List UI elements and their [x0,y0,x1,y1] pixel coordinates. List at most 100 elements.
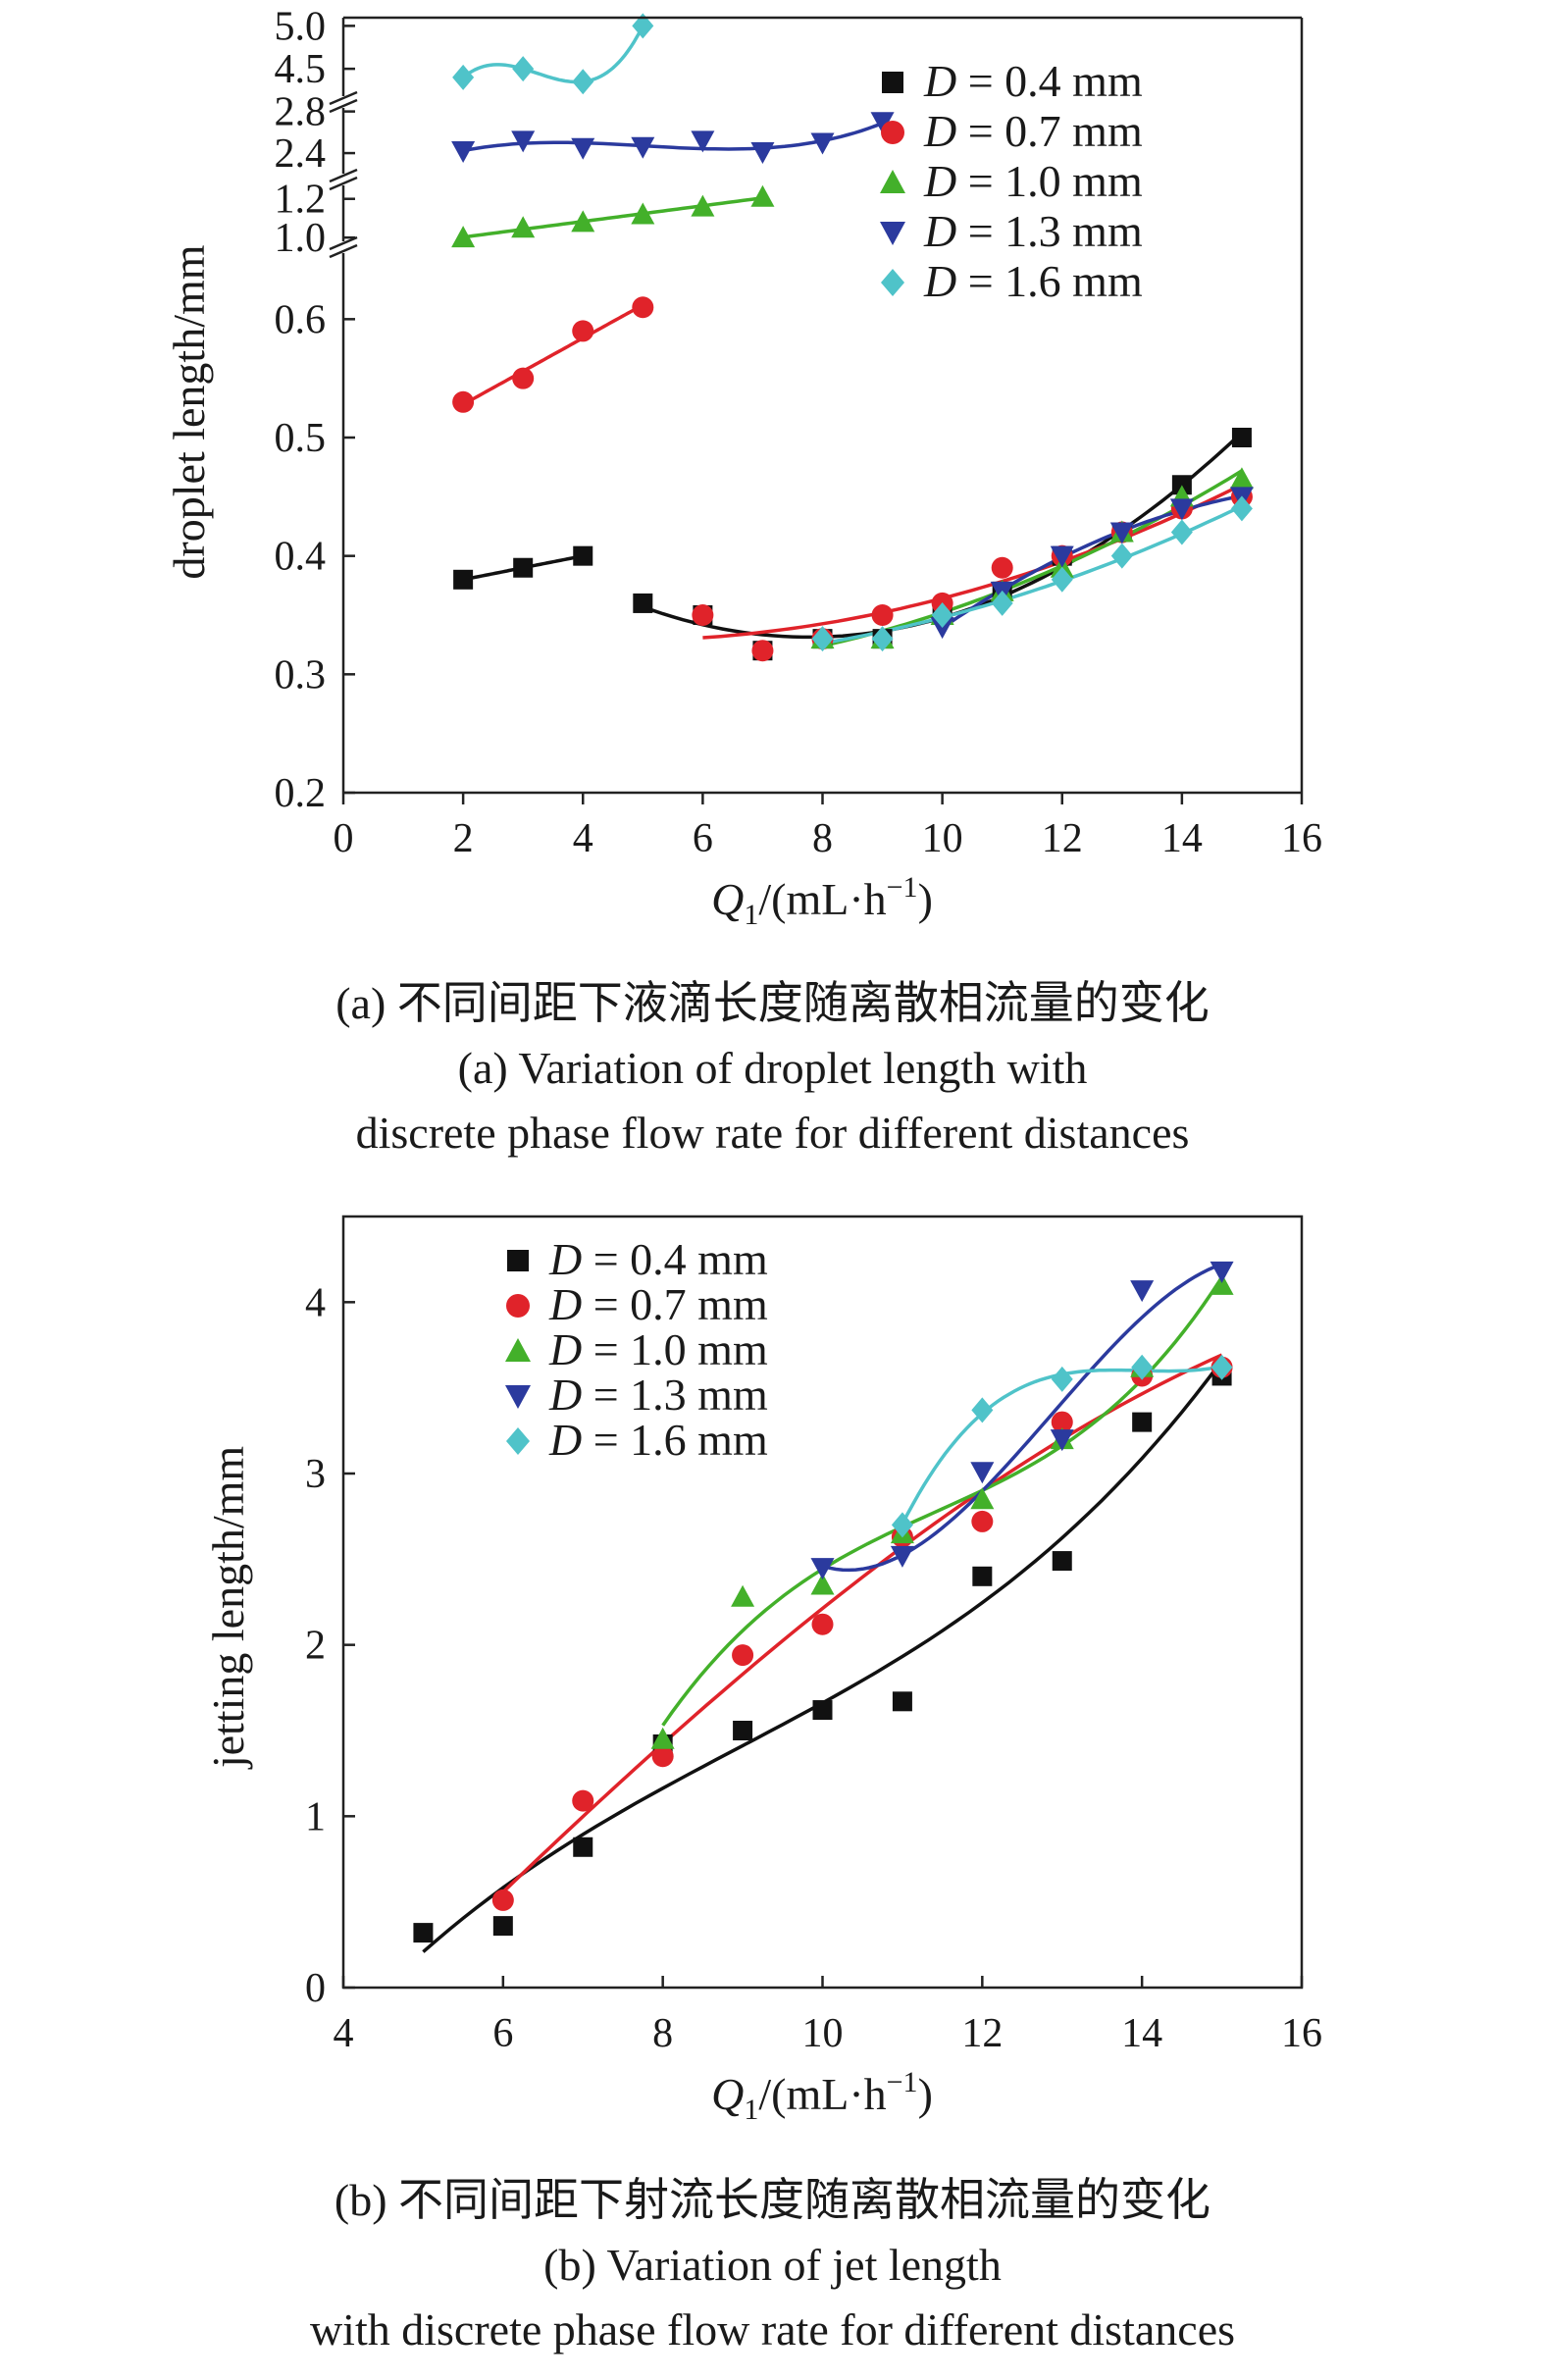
a-y-tick-label-2-4: 2.4 [275,131,327,177]
a-fit-curve-d-1-0-mm-4 [462,196,763,239]
a-fit-curve-d-1-6-mm-8 [462,25,644,84]
a-y-tick-label-0-4: 0.4 [275,535,327,580]
b-fit-curve-d-1-6-mm [901,1365,1222,1526]
a-data-point-d-1-0-mm-5 [750,184,775,207]
a-data-point-d-0-7-mm-1 [512,367,535,389]
a-fit-curve-d-0-7-mm-3 [702,483,1243,640]
b-legend-label-d-0-4-mm: D = 0.4 mm [548,1234,768,1284]
a-data-point-d-1-3-mm-1 [511,130,536,153]
b-y-tick-label-0: 0 [305,1966,326,2011]
a-fit-curve-d-1-3-mm-7 [941,493,1243,630]
a-axis-break-1-lower [329,176,358,191]
b-data-point-d-1-6-mm-2 [1051,1366,1073,1392]
b-data-point-d-0-4-mm-8 [1052,1551,1072,1572]
a-data-point-d-1-3-mm-10 [1050,545,1074,568]
b-x-tick-label-8: 8 [652,2011,673,2056]
a-legend-label-d-1-0-mm: D = 1.0 mm [923,156,1143,206]
b-data-point-d-0-7-mm-4 [811,1613,834,1635]
a-data-point-d-1-3-mm-0 [451,140,476,163]
b-data-point-d-1-0-mm-4 [970,1487,995,1510]
b-legend-marker-d-0-4-mm [507,1250,529,1271]
b-fit-curve-d-0-4-mm [422,1359,1223,1953]
b-data-point-d-0-7-mm-9 [1210,1356,1233,1378]
a-axis-break-2-upper [329,90,358,106]
a-x-axis-title: Q1/(mL·h−1) [711,871,933,931]
a-data-point-d-0-4-mm-2 [573,545,593,566]
b-data-point-d-1-3-mm-2 [970,1462,995,1484]
b-data-point-d-0-7-mm-6 [971,1510,994,1532]
b-y-tick-label-4: 4 [305,1280,326,1325]
a-data-point-d-0-7-mm-3 [632,296,654,319]
b-legend-marker-d-0-7-mm [506,1294,530,1318]
b-fit-curve-d-1-3-mm [822,1262,1223,1573]
b-data-point-d-0-4-mm-9 [1132,1412,1153,1432]
caption-b-chinese: (b) 不同间距下射流长度随离散相流量的变化 [334,2175,1211,2225]
a-x-tick-label-8: 8 [812,816,833,861]
a-data-point-d-1-3-mm-12 [1169,498,1194,521]
a-data-point-d-0-7-mm-9 [991,556,1013,579]
caption-a-english-line2: discrete phase flow rate for different d… [355,1108,1190,1158]
b-x-tick-label-6: 6 [492,2011,513,2056]
a-data-point-d-1-6-mm-3 [632,13,654,39]
b-data-point-d-1-0-mm-1 [731,1584,755,1607]
a-data-point-d-1-6-mm-8 [1051,566,1073,593]
a-y-tick-label-0-3: 0.3 [275,652,327,698]
a-axis-break-2-lower [329,98,358,114]
a-legend-label-d-1-6-mm: D = 1.6 mm [923,256,1143,306]
a-data-point-d-0-4-mm-12 [1171,475,1192,495]
b-data-point-d-1-6-mm-4 [1210,1354,1233,1380]
a-data-point-d-0-7-mm-7 [871,604,894,626]
b-data-point-d-1-3-mm-4 [1130,1280,1155,1303]
a-data-point-d-1-6-mm-1 [512,56,535,82]
a-data-point-d-1-0-mm-2 [571,210,595,233]
a-x-tick-label-16: 16 [1281,816,1322,861]
b-data-point-d-0-7-mm-5 [891,1526,913,1548]
a-y-tick-label-1-2: 1.2 [275,178,327,223]
b-legend-marker-d-1-0-mm [505,1338,531,1362]
a-data-point-d-1-0-mm-0 [451,226,476,248]
b-data-point-d-1-0-mm-3 [890,1522,914,1544]
b-data-point-d-1-6-mm-0 [891,1512,913,1538]
b-data-point-d-1-0-mm-5 [1050,1427,1074,1450]
b-legend-label-d-1-6-mm: D = 1.6 mm [548,1415,768,1465]
b-data-point-d-0-7-mm-7 [1051,1411,1073,1433]
a-legend-label-d-1-3-mm: D = 1.3 mm [923,206,1143,256]
b-data-point-d-0-4-mm-1 [492,1916,513,1937]
a-fit-curve-d-1-3-mm-6 [462,121,884,153]
a-data-point-d-1-6-mm-11 [1230,495,1253,522]
b-data-point-d-0-4-mm-7 [972,1566,993,1586]
a-legend-marker-d-0-4-mm [882,72,903,93]
a-y-tick-label-4-5: 4.5 [275,47,327,92]
b-data-point-d-1-6-mm-1 [971,1397,994,1423]
caption-b-english-line2: with discrete phase flow rate for differ… [309,2304,1236,2354]
b-legend-label-d-1-0-mm: D = 1.0 mm [548,1324,768,1374]
b-data-point-d-0-7-mm-3 [732,1644,754,1667]
a-data-point-d-1-3-mm-2 [571,137,595,160]
b-data-point-d-0-4-mm-0 [413,1923,434,1943]
b-data-point-d-1-0-mm-6 [1130,1355,1155,1377]
b-y-tick-label-2: 2 [305,1624,326,1669]
a-data-point-d-1-6-mm-0 [452,64,475,90]
b-y-tick-label-1: 1 [305,1794,326,1839]
a-data-point-d-1-6-mm-2 [572,69,594,95]
a-data-point-d-0-7-mm-2 [572,320,594,342]
a-y-tick-label-0-2: 0.2 [275,771,327,816]
b-fit-curve-d-1-0-mm [661,1276,1224,1727]
b-data-point-d-0-7-mm-0 [491,1888,514,1911]
a-data-point-d-1-0-mm-4 [691,194,715,217]
b-legend-marker-d-1-3-mm [505,1385,531,1409]
a-legend-marker-d-1-6-mm [881,269,904,296]
b-fit-curve-d-0-7-mm [501,1353,1223,1893]
b-data-point-d-0-4-mm-5 [812,1700,833,1721]
a-y-tick-label-2-8: 2.8 [275,90,327,135]
a-y-tick-label-1-0: 1.0 [275,216,327,261]
a-data-point-d-1-3-mm-7 [870,112,895,134]
b-data-point-d-1-3-mm-1 [890,1545,914,1568]
a-x-tick-label-6: 6 [693,816,713,861]
a-data-point-d-1-3-mm-4 [691,130,715,153]
a-data-point-d-0-4-mm-3 [633,593,653,613]
a-y-tick-label-5-0: 5.0 [275,4,327,49]
b-legend-marker-d-1-6-mm [506,1427,530,1455]
a-data-point-d-1-3-mm-3 [631,136,655,159]
a-x-tick-label-0: 0 [334,816,354,861]
